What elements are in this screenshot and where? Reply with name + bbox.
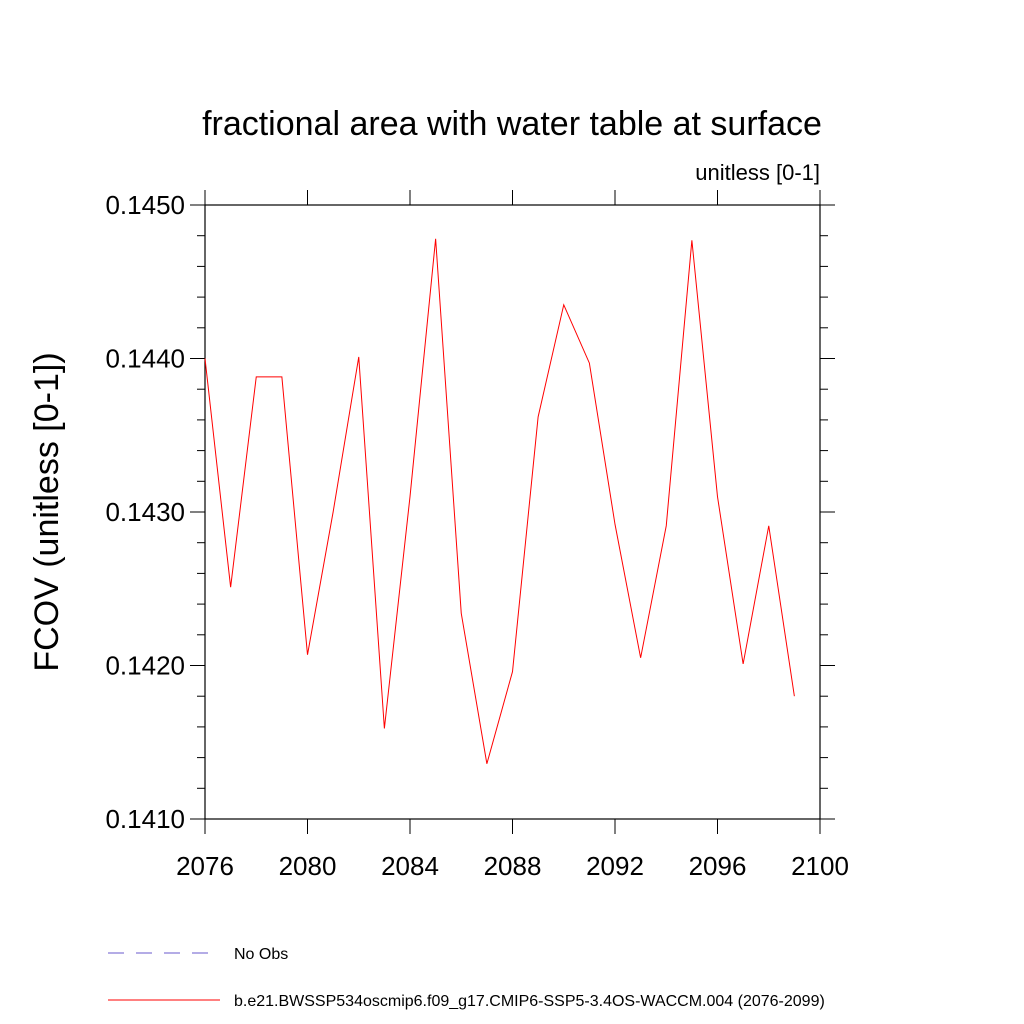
y-tick-labels: 0.1410 0.1420 0.1430 0.1440 0.1450	[105, 190, 185, 834]
x-tick-label: 2092	[586, 851, 644, 881]
chart-title: fractional area with water table at surf…	[202, 105, 822, 143]
series-layer	[204, 238, 795, 764]
x-tick-label: 2088	[484, 851, 542, 881]
y-axis-label: FCOV (unitless [0-1])	[28, 352, 66, 671]
x-tick-label: 2080	[279, 851, 337, 881]
y-tick-label: 0.1430	[105, 497, 185, 527]
series-line	[204, 238, 795, 764]
y-tick-label: 0.1410	[105, 804, 185, 834]
chart-subtitle: unitless [0-1]	[695, 160, 820, 185]
plot-frame	[204, 204, 821, 820]
x-tick-labels: 2076 2080 2084 2088 2092 2096 2100	[176, 851, 849, 881]
legend-label-model: b.e21.BWSSP534oscmip6.f09_g17.CMIP6-SSP5…	[234, 993, 825, 1010]
x-tick-label: 2096	[689, 851, 747, 881]
x-tick-label: 2100	[791, 851, 849, 881]
y-tick-label: 0.1440	[105, 344, 185, 374]
legend: No Obs b.e21.BWSSP534oscmip6.f09_g17.CMI…	[108, 946, 825, 1010]
axis-ticks	[190, 190, 835, 834]
y-tick-label: 0.1450	[105, 190, 185, 220]
x-tick-label: 2076	[176, 851, 234, 881]
y-tick-label: 0.1420	[105, 651, 185, 681]
legend-label-no-obs: No Obs	[234, 946, 288, 963]
x-tick-label: 2084	[381, 851, 439, 881]
